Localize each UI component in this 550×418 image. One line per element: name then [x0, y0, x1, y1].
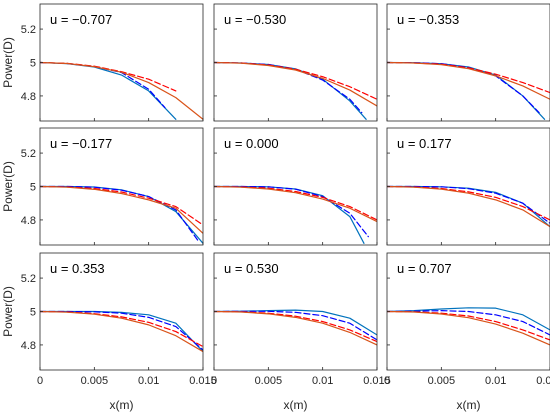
panel-label: u = 0.353	[50, 261, 105, 276]
series-line-1	[40, 185, 203, 244]
series-line-2	[40, 185, 199, 241]
series-line-1	[214, 61, 367, 120]
series-line-1	[40, 310, 203, 353]
series-group	[40, 310, 203, 353]
y-axis-label: Power(D)	[1, 37, 15, 88]
x-tick-label: 0.015	[536, 375, 550, 387]
panel-3: u = −0.353	[386, 3, 550, 122]
panel-label: u = −0.353	[397, 12, 459, 27]
series-line-4	[214, 310, 377, 346]
x-tick-label: 0.015	[363, 375, 391, 387]
series-group	[387, 61, 550, 120]
series-line-4	[387, 310, 550, 346]
x-axis-label: x(m)	[284, 398, 308, 412]
y-tick-label: 5	[30, 182, 36, 194]
series-line-3	[214, 185, 377, 221]
y-tick-label: 5.2	[21, 148, 36, 160]
series-line-2	[214, 61, 363, 114]
series-line-4	[40, 310, 203, 353]
y-tick-label: 4.8	[21, 215, 36, 227]
panel-8: 0 0.005 0.01 0.015 u = 0.530 x(m)	[211, 252, 391, 412]
y-tick-label: 5	[30, 307, 36, 319]
series-group	[387, 307, 550, 346]
panel-label: u = 0.000	[224, 136, 279, 151]
series-group	[214, 185, 377, 244]
y-tick-label: 5.2	[21, 24, 36, 36]
y-axis-label: Power(D)	[1, 161, 15, 212]
panel-7: 4.8 5 5.2 0 0.005 0.01 0.015 u = 0.353 Power(D) x…	[1, 252, 217, 412]
panel-label: u = −0.707	[50, 12, 112, 27]
series-group	[40, 185, 203, 244]
series-line-4	[387, 61, 550, 100]
series-line-3	[214, 61, 377, 100]
panel-4: 4.8 5 5.2 u = −0.177 Power(D)	[1, 127, 204, 246]
x-tick-label: 0.005	[255, 375, 283, 387]
x-axis-label: x(m)	[457, 398, 481, 412]
series-line-2	[387, 61, 540, 114]
y-tick-label: 5	[30, 58, 36, 70]
x-tick-label: 0.015	[189, 375, 217, 387]
x-tick-label: 0.01	[138, 375, 159, 387]
series-line-4	[214, 185, 377, 223]
series-line-3	[40, 185, 203, 226]
series-line-1	[40, 61, 177, 120]
panel-2: u = −0.530	[213, 3, 378, 122]
panel-9: 0 0.005 0.01 0.015 u = 0.707 x(m)	[384, 252, 550, 412]
panel-label: u = 0.707	[397, 261, 452, 276]
x-tick-label: 0	[384, 375, 390, 387]
panel-1: 4.8 5 5.2 u = −0.707 Power(D)	[1, 3, 204, 122]
y-tick-label: 4.8	[21, 91, 36, 103]
series-line-1	[214, 185, 365, 244]
y-tick-label: 4.8	[21, 340, 36, 352]
y-tick-label: 5.2	[21, 273, 36, 285]
series-group	[387, 185, 550, 228]
x-tick-label: 0.005	[81, 375, 109, 387]
x-axis-label: x(m)	[110, 398, 134, 412]
series-line-4	[387, 185, 550, 228]
series-line-3	[214, 310, 377, 343]
series-line-4	[40, 61, 203, 120]
y-axis-label: Power(D)	[1, 286, 15, 337]
x-tick-label: 0	[211, 375, 217, 387]
panel-6: u = 0.177	[386, 127, 550, 246]
x-tick-label: 0.005	[428, 375, 456, 387]
series-line-1	[387, 185, 550, 228]
x-tick-label: 0.01	[312, 375, 333, 387]
x-tick-label: 0	[37, 375, 43, 387]
x-tick-label: 0.01	[485, 375, 506, 387]
series-group	[40, 61, 203, 120]
panel-label: u = −0.177	[50, 136, 112, 151]
series-group	[214, 61, 377, 120]
series-line-2	[387, 310, 550, 336]
series-line-4	[40, 185, 203, 234]
series-line-1	[387, 61, 546, 120]
panel-label: u = −0.530	[224, 12, 286, 27]
series-line-3	[387, 185, 550, 221]
series-line-4	[214, 61, 377, 107]
panel-5: u = 0.000	[213, 127, 378, 246]
series-group	[214, 309, 377, 346]
series-line-2	[214, 185, 369, 238]
panel-label: u = 0.177	[397, 136, 452, 151]
panel-label: u = 0.530	[224, 261, 279, 276]
